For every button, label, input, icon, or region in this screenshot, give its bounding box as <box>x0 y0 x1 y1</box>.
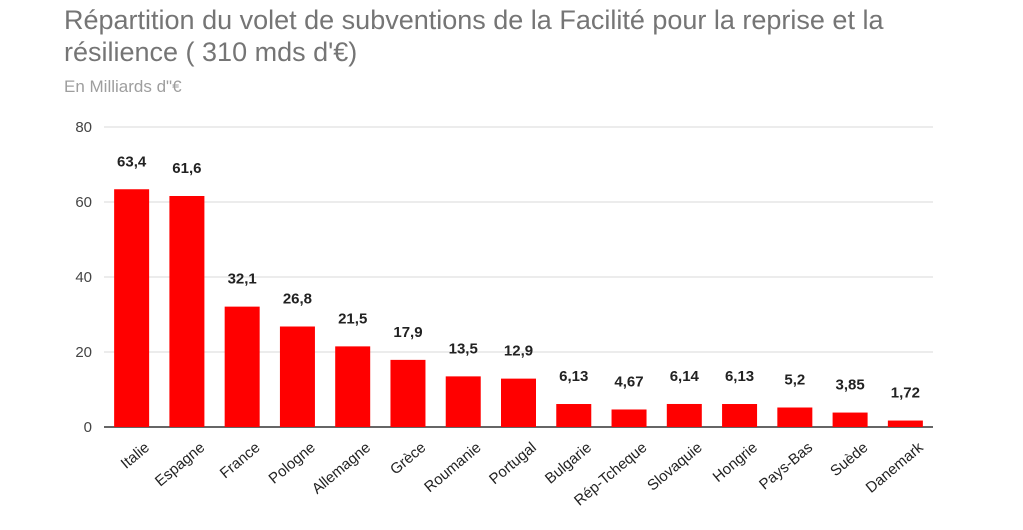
bar <box>832 412 868 427</box>
x-tick-label: Danemark <box>863 439 927 497</box>
data-labels: 63,4 61,6 32,1 26,8 21,5 17,9 13,5 12,9 6,13 4,67… <box>117 153 920 401</box>
bar <box>666 403 702 427</box>
bar <box>777 407 813 427</box>
bar <box>887 420 923 427</box>
data-label: 1,72 <box>891 385 920 402</box>
x-tick-label: Pologne <box>266 439 319 487</box>
y-tick-label: 20 <box>75 344 92 361</box>
x-tick-label: Italie <box>118 439 153 472</box>
y-tick-label: 60 <box>75 194 92 211</box>
bar <box>335 346 371 427</box>
x-tick-label: Portugal <box>486 439 540 488</box>
chart-title: Répartition du volet de subventions de l… <box>64 5 884 67</box>
x-tick-label: Allemagne <box>309 439 374 498</box>
chart-subtitle: En Milliards d"€ <box>64 77 182 96</box>
data-label: 5,2 <box>784 372 805 389</box>
data-label: 17,9 <box>393 324 422 341</box>
data-label: 12,9 <box>504 343 533 360</box>
data-label: 63,4 <box>117 153 147 170</box>
bar <box>501 378 536 427</box>
data-label: 32,1 <box>228 271 257 288</box>
bar <box>390 359 426 427</box>
x-tick-label: Espagne <box>152 439 208 490</box>
data-label: 21,5 <box>338 310 367 327</box>
bar <box>611 409 647 427</box>
bar <box>722 404 758 427</box>
data-label: 4,67 <box>614 373 643 390</box>
data-label: 26,8 <box>283 291 312 308</box>
x-tick-label: Pays-Bas <box>756 439 816 493</box>
bar <box>279 326 315 427</box>
bar <box>114 189 150 427</box>
x-tick-label: Suède <box>827 439 871 480</box>
bars <box>114 189 923 427</box>
y-tick-label: 40 <box>75 269 92 286</box>
x-tick-label: Slovaquie <box>644 439 705 494</box>
x-tick-label: Grèce <box>387 439 429 478</box>
bar <box>445 376 481 427</box>
bar <box>556 404 592 427</box>
data-label: 3,85 <box>835 377 864 394</box>
y-tick-label: 80 <box>75 119 92 136</box>
data-label: 61,6 <box>172 160 201 177</box>
bar <box>224 306 260 427</box>
x-tick-label: France <box>217 439 264 482</box>
data-label: 6,14 <box>670 368 700 385</box>
data-label: 6,13 <box>725 368 754 385</box>
y-tick-label: 0 <box>84 419 92 436</box>
y-axis-ticks: 0 20 40 60 80 <box>75 119 92 436</box>
x-tick-label: Roumanie <box>421 439 484 496</box>
data-label: 6,13 <box>559 368 588 385</box>
bar <box>169 196 205 427</box>
x-tick-label: Hongrie <box>710 439 761 486</box>
x-tick-label: Bulgarie <box>542 439 595 487</box>
data-label: 13,5 <box>449 340 478 357</box>
